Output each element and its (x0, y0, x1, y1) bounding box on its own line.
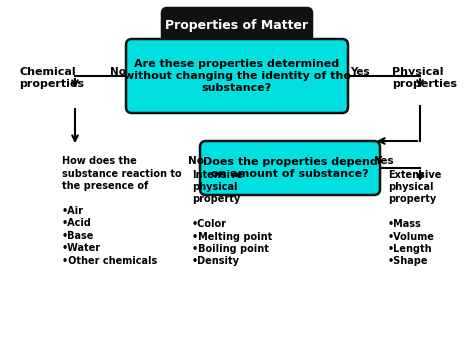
Text: No: No (110, 67, 126, 77)
Text: Does the properties depend
on amount of substance?: Does the properties depend on amount of … (202, 157, 377, 179)
Text: No: No (188, 156, 204, 166)
Text: Yes: Yes (374, 156, 394, 166)
Text: Yes: Yes (350, 67, 370, 77)
Text: Intensive
physical
property

•Color
•Melting point
•Boiling point
•Density: Intensive physical property •Color •Melt… (192, 170, 272, 266)
FancyBboxPatch shape (200, 141, 380, 195)
FancyBboxPatch shape (162, 8, 312, 44)
Text: Extensive
physical
property

•Mass
•Volume
•Length
•Shape: Extensive physical property •Mass •Volum… (388, 170, 441, 266)
Text: Are these properties determined
without changing the identity of the
substance?: Are these properties determined without … (124, 58, 350, 93)
Text: Properties of Matter: Properties of Matter (165, 19, 309, 33)
Text: Chemical
properties: Chemical properties (19, 67, 84, 89)
Text: How does the
substance reaction to
the presence of

•Air
•Acid
•Base
•Water
•Oth: How does the substance reaction to the p… (62, 156, 182, 266)
FancyBboxPatch shape (126, 39, 348, 113)
Text: Physical
properties: Physical properties (392, 67, 457, 89)
